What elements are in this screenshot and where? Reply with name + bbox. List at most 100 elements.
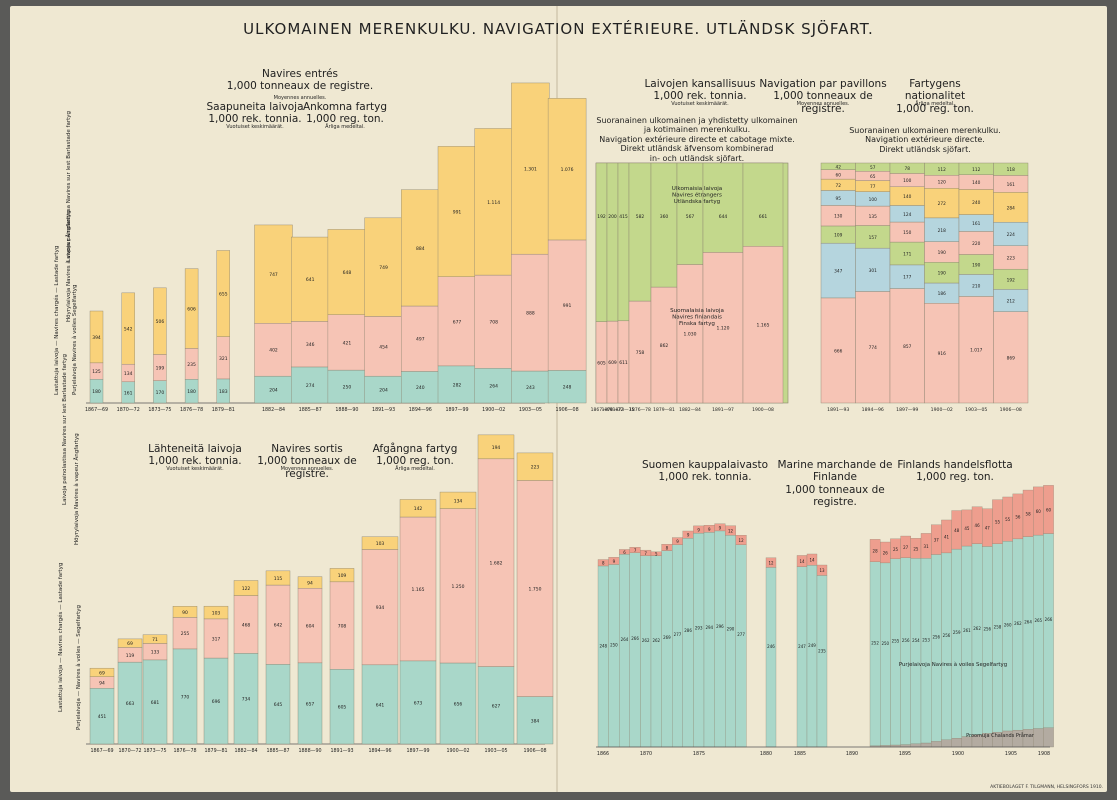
panel3-value-label: 118 bbox=[1007, 167, 1015, 173]
panel2-value-label: 360 bbox=[660, 214, 669, 220]
panel4-x-tick: 1870—72 bbox=[118, 748, 141, 754]
panel5-sail-label: 262 bbox=[652, 638, 660, 643]
panel1-bar-2-2 bbox=[153, 287, 167, 355]
panel3-value-label: 112 bbox=[938, 167, 946, 173]
panel2-foreign-bar-4 bbox=[650, 162, 678, 288]
panel2-x-tick: 1870—72 bbox=[602, 407, 624, 413]
panel2-foreign-bar-2 bbox=[617, 162, 630, 322]
panel5-sail-label: 253 bbox=[922, 637, 930, 642]
panel5-sail-label: 249 bbox=[808, 643, 816, 648]
panel1-x-tick: 1873—75 bbox=[148, 407, 171, 413]
panel5-x-tick: 1905 bbox=[1005, 751, 1017, 757]
panel2-x-tick: 1876—78 bbox=[629, 407, 651, 413]
panel4-bar-0-12 bbox=[477, 666, 515, 745]
panel4-bar-1-8 bbox=[329, 581, 355, 670]
panel1-bar-2-0 bbox=[89, 310, 104, 364]
panel1-bar-0-6 bbox=[291, 366, 330, 404]
panel1-value-label: 204 bbox=[379, 388, 388, 394]
panel5-sail-bar bbox=[992, 543, 1003, 733]
panel5-steam-label: 60 bbox=[1046, 507, 1052, 512]
panel5-sail-label: 262 bbox=[973, 626, 981, 631]
panel3-value-label: 78 bbox=[905, 166, 911, 172]
panel4-value-label: 255 bbox=[181, 631, 190, 637]
panel4-value-label: 673 bbox=[414, 700, 423, 706]
panel5-sail-bar bbox=[735, 544, 747, 748]
panel1-value-label: 134 bbox=[124, 371, 133, 377]
panel3-value-label: 186 bbox=[938, 291, 946, 297]
panel5-steam-label: 31 bbox=[924, 544, 930, 549]
panel5-sail-label: 260 bbox=[1004, 623, 1012, 628]
main-title: ULKOMAINEN MERENKULKU. NAVIGATION EXTÉRI… bbox=[243, 20, 874, 38]
panel5-sail-bar bbox=[693, 532, 705, 748]
panel1-bar-0-8 bbox=[364, 375, 403, 404]
panel1-bar-1-9 bbox=[401, 305, 440, 372]
panel5-steam-label: 9 bbox=[676, 539, 679, 544]
panel4-value-label: 1.750 bbox=[529, 587, 542, 593]
panel1-value-label: 655 bbox=[219, 292, 228, 298]
panel3-segment-5-4 bbox=[958, 189, 994, 215]
panel5-sail-bar bbox=[765, 567, 777, 748]
panel4-x-tick: 1873—75 bbox=[143, 748, 166, 754]
panel1-bar-2-4 bbox=[216, 250, 231, 337]
panel2-value-label: 605 bbox=[597, 360, 606, 366]
panel2-value-label: 609 bbox=[608, 360, 617, 366]
panel5-sail-label: 259 bbox=[953, 630, 961, 635]
panel1-bar-2-11 bbox=[474, 128, 513, 276]
panel4-value-label: 642 bbox=[274, 623, 283, 629]
panel5-sail-bar bbox=[890, 558, 901, 746]
panel2-x-tick: 1867—69 bbox=[591, 407, 613, 413]
panel4-bar-2-1 bbox=[117, 638, 143, 648]
panel1-value-label: 180 bbox=[187, 389, 196, 395]
panel1-value-label: 274 bbox=[306, 383, 315, 389]
panel3-value-label: 77 bbox=[870, 184, 876, 190]
panel3-value-label: 224 bbox=[1007, 232, 1015, 238]
panel4-value-label: 109 bbox=[338, 573, 347, 579]
panel4-bar-0-5 bbox=[233, 653, 259, 745]
panel3-value-label: 347 bbox=[834, 269, 842, 275]
panel5-sail-bar bbox=[1033, 534, 1044, 729]
panel5-steam-label: 14 bbox=[809, 558, 815, 563]
panel4-bar-0-11 bbox=[439, 662, 477, 745]
panel3-segment-0-1 bbox=[855, 291, 891, 404]
panel1-bar-2-10 bbox=[437, 146, 477, 277]
panel4-value-label: 451 bbox=[98, 714, 107, 720]
panel2-foreign-label: Utländska fartyg bbox=[674, 199, 721, 205]
panel5-steam-label: 41 bbox=[944, 534, 950, 539]
panel2-finnish-label: Navires finlandais bbox=[672, 315, 722, 321]
panel5-sail-bar bbox=[725, 535, 736, 748]
panel4-value-label: 69 bbox=[99, 670, 105, 676]
panel4-bar-1-6 bbox=[265, 584, 291, 665]
panel1-bar-1-5 bbox=[254, 323, 293, 377]
panel4-x-tick: 1876—78 bbox=[173, 748, 196, 754]
panel5-sail-label: 293 bbox=[695, 625, 703, 630]
panel4-bar-0-0 bbox=[89, 688, 115, 745]
panel3-value-label: 100 bbox=[869, 197, 877, 203]
panel3-segment-0-0 bbox=[820, 297, 856, 404]
panel2-foreign-label: Ulkomaisia laivoja bbox=[672, 186, 722, 192]
panel3-value-label: 140 bbox=[903, 194, 911, 200]
panel2-finnish-label: Finska fartyg bbox=[679, 321, 715, 327]
panel5-steam-label: 55 bbox=[1005, 517, 1011, 522]
panel5-steam-bar bbox=[816, 564, 828, 576]
panel5-steam-label: 37 bbox=[934, 538, 940, 543]
panel4-x-tick: 1900—02 bbox=[446, 748, 469, 754]
panel2-x-tick: 1900—08 bbox=[752, 407, 774, 413]
panel5-steam-label: 9 bbox=[613, 559, 616, 564]
panel1-bar-0-11 bbox=[474, 368, 513, 404]
panel3-value-label: 57 bbox=[870, 165, 876, 171]
panel2-value-label: 611 bbox=[619, 360, 628, 366]
panel1-x-tick: 1906—08 bbox=[556, 407, 579, 413]
cleared-note-fr: Moyennes annuelles. bbox=[280, 466, 334, 472]
panel5-steam-label: 26 bbox=[883, 550, 889, 555]
flag-title-fi: Laivojen kansallisuus 1,000 rek. tonnia. bbox=[644, 78, 756, 103]
panel3-value-label: 161 bbox=[1007, 182, 1015, 188]
panel1-value-label: 747 bbox=[269, 272, 278, 278]
panel5-sail-label: 250 bbox=[881, 641, 889, 646]
panel4-value-label: 641 bbox=[376, 702, 385, 708]
panel5-sail-bar bbox=[961, 545, 973, 737]
panel1-bar-0-9 bbox=[401, 371, 440, 404]
panel3-value-label: 192 bbox=[1007, 277, 1015, 283]
panel4-bar-2-10 bbox=[399, 499, 437, 518]
panel4-value-label: 681 bbox=[151, 700, 160, 706]
panel1-value-label: 394 bbox=[92, 335, 101, 341]
